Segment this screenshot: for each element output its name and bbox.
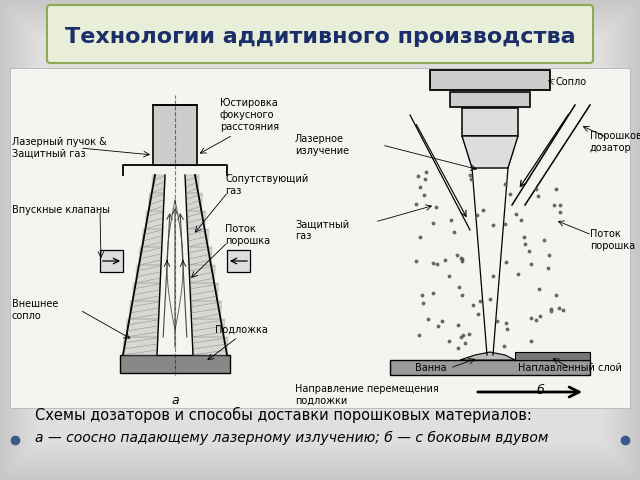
Polygon shape [188,211,205,229]
Polygon shape [186,175,199,193]
Polygon shape [193,337,228,355]
Polygon shape [132,283,161,301]
Polygon shape [187,193,202,211]
Text: Порошковый
дозатор: Порошковый дозатор [590,131,640,153]
Polygon shape [188,229,209,247]
Bar [430,70,550,90]
Text: Наплавленный слой: Наплавленный слой [518,363,622,373]
Bar [36,36,604,444]
Text: Сопутствующий
газ: Сопутствующий газ [225,174,308,196]
Text: Поток
порошка: Поток порошка [590,229,635,251]
Bar [515,352,590,360]
Bar [462,108,518,136]
Bar [34,34,606,446]
Polygon shape [123,337,158,355]
Text: Защитный
газ: Защитный газ [295,219,349,241]
Polygon shape [191,301,221,319]
Text: Технологии аддитивного производства: Технологии аддитивного производства [65,27,575,47]
Polygon shape [460,352,515,360]
Bar [32,32,608,448]
Bar [26,26,614,454]
Polygon shape [145,211,164,229]
Text: Лазерный пучок &
Защитный газ: Лазерный пучок & Защитный газ [12,137,107,159]
Bar [390,360,590,375]
Text: Внешнее
сопло: Внешнее сопло [12,299,58,321]
Text: Ванна: Ванна [415,363,447,373]
Text: Лазерное
излучение: Лазерное излучение [295,134,349,156]
Polygon shape [189,247,212,265]
Text: Сопло: Сопло [555,77,586,87]
Polygon shape [136,265,161,283]
Bar [120,355,230,373]
Text: Впускные клапаны: Впускные клапаны [12,205,110,215]
Polygon shape [126,319,159,337]
Text: Схемы дозаторов и способы доставки порошковых материалов:: Схемы дозаторов и способы доставки порош… [35,407,532,423]
Polygon shape [129,301,159,319]
Polygon shape [152,175,165,193]
Bar [28,28,612,452]
Polygon shape [462,136,518,168]
Bar [450,92,530,107]
Text: а — соосно падающему лазерному излучению; б — с боковым вдувом: а — соосно падающему лазерному излучению… [35,431,548,445]
Polygon shape [148,193,164,211]
Bar [227,250,250,272]
Polygon shape [142,229,163,247]
Bar [10,68,630,408]
Polygon shape [139,247,162,265]
Text: б: б [536,384,544,396]
Text: Юстировка
фокусного
расстояния: Юстировка фокусного расстояния [220,98,279,132]
Bar [38,38,602,442]
Text: Поток
порошка: Поток порошка [225,224,270,246]
Polygon shape [191,283,218,301]
Bar [30,30,610,450]
Polygon shape [192,319,225,337]
Text: Подложка: Подложка [215,325,268,335]
Text: а: а [171,394,179,407]
Bar [153,105,197,165]
Bar [100,250,123,272]
FancyBboxPatch shape [47,5,593,63]
Text: Направление перемещения
подложки: Направление перемещения подложки [295,384,439,406]
Polygon shape [190,265,215,283]
